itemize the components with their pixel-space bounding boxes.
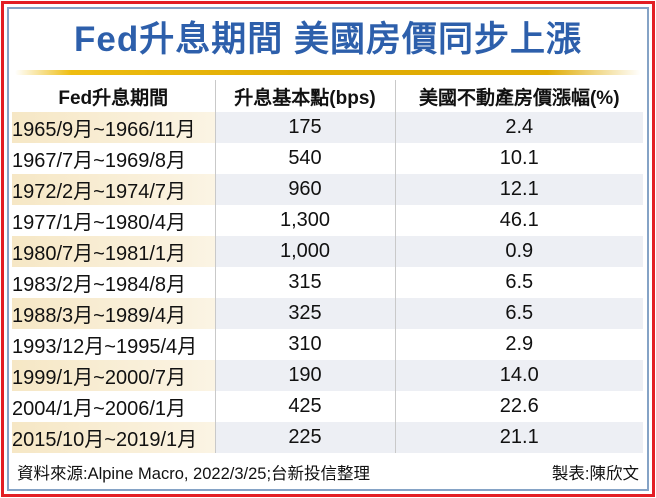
cell-bps: 190 xyxy=(214,360,395,391)
table-header-row: Fed升息期間 升息基本點(bps) 美國不動產房價漲幅(%) xyxy=(12,80,643,112)
col-header-period: Fed升息期間 xyxy=(58,87,169,109)
table-row: 1972/2月~1974/7月 960 12.1 xyxy=(12,174,643,205)
cell-period: 1977/1月~1980/4月 xyxy=(12,212,187,234)
source-note: 資料來源:Alpine Macro, 2022/3/25;台新投信整理 xyxy=(17,465,371,483)
cell-period: 1972/2月~1974/7月 xyxy=(12,174,215,205)
credit-note: 製表:陳欣文 xyxy=(551,465,639,483)
cell-bps: 540 xyxy=(214,143,395,174)
cell-pct: 6.5 xyxy=(394,267,643,298)
col-header-pct: 美國不動產房價漲幅(%) xyxy=(394,80,643,112)
cell-period: 1980/7月~1981/1月 xyxy=(12,236,215,267)
cell-pct: 14.0 xyxy=(394,360,643,391)
cell-pct: 46.1 xyxy=(394,205,643,236)
cell-bps: 310 xyxy=(214,329,395,360)
cell-pct: 2.4 xyxy=(394,112,643,143)
table-row: 1983/2月~1984/8月 315 6.5 xyxy=(12,267,643,298)
cell-period: 1988/3月~1989/4月 xyxy=(12,298,215,329)
cell-pct: 12.1 xyxy=(394,174,643,205)
cell-bps: 960 xyxy=(214,174,395,205)
cell-bps: 175 xyxy=(214,112,395,143)
footer: 資料來源:Alpine Macro, 2022/3/25;台新投信整理 製表:陳… xyxy=(17,460,639,484)
page-title: Fed升息期間 美國房價同步上漲 xyxy=(74,20,582,59)
cell-pct: 10.1 xyxy=(394,143,643,174)
table-row: 1967/7月~1969/8月 540 10.1 xyxy=(12,143,643,174)
cell-period: 1965/9月~1966/11月 xyxy=(12,112,215,143)
cell-bps: 425 xyxy=(214,391,395,422)
cell-pct: 21.1 xyxy=(394,422,643,453)
table-row: 1999/1月~2000/7月 190 14.0 xyxy=(12,360,643,391)
inner-blue-border: Fed升息期間 美國房價同步上漲 Fed升息期間 升息基本點(bps) 美國不動… xyxy=(7,7,649,491)
cell-period: 1983/2月~1984/8月 xyxy=(12,274,187,296)
cell-pct: 2.9 xyxy=(394,329,643,360)
col-header-bps: 升息基本點(bps) xyxy=(214,80,395,112)
cell-period: 1967/7月~1969/8月 xyxy=(12,150,187,172)
rate-hike-table: Fed升息期間 升息基本點(bps) 美國不動產房價漲幅(%) 1965/9月~… xyxy=(12,80,643,453)
cell-bps: 1,300 xyxy=(214,205,395,236)
cell-bps: 325 xyxy=(214,298,395,329)
table-row: 2015/10月~2019/1月 225 21.1 xyxy=(12,422,643,453)
cell-bps: 225 xyxy=(214,422,395,453)
cell-pct: 22.6 xyxy=(394,391,643,422)
table-row: 1988/3月~1989/4月 325 6.5 xyxy=(12,298,643,329)
cell-period: 1999/1月~2000/7月 xyxy=(12,360,215,391)
cell-bps: 1,000 xyxy=(214,236,395,267)
cell-period: 1993/12月~1995/4月 xyxy=(12,336,198,358)
table-row: 1965/9月~1966/11月 175 2.4 xyxy=(12,112,643,143)
table-row: 1977/1月~1980/4月 1,300 46.1 xyxy=(12,205,643,236)
cell-pct: 0.9 xyxy=(394,236,643,267)
cell-pct: 6.5 xyxy=(394,298,643,329)
table-row: 1980/7月~1981/1月 1,000 0.9 xyxy=(12,236,643,267)
cell-period: 2015/10月~2019/1月 xyxy=(12,422,215,453)
table-row: 2004/1月~2006/1月 425 22.6 xyxy=(12,391,643,422)
table-row: 1993/12月~1995/4月 310 2.9 xyxy=(12,329,643,360)
cell-period: 2004/1月~2006/1月 xyxy=(12,398,187,420)
gold-divider xyxy=(15,70,641,75)
cell-bps: 315 xyxy=(214,267,395,298)
